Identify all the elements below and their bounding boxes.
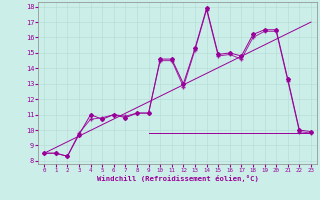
X-axis label: Windchill (Refroidissement éolien,°C): Windchill (Refroidissement éolien,°C) <box>97 175 259 182</box>
